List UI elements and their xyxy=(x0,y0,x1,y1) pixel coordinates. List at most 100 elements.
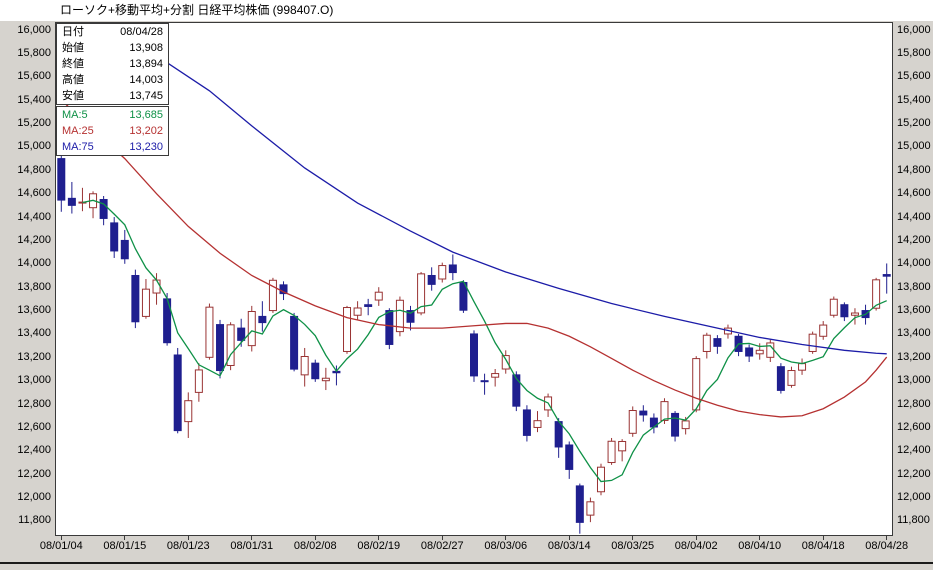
y-axis-label: 12,400 xyxy=(17,444,51,457)
candle xyxy=(618,439,627,462)
candle xyxy=(258,301,267,332)
candle xyxy=(491,369,500,387)
candle xyxy=(649,413,658,434)
y-axis-label: 13,000 xyxy=(897,374,931,387)
y-axis-label: 12,000 xyxy=(897,491,931,504)
candle xyxy=(141,279,150,319)
chart-title: ローソク+移動平均+分割 日経平均株価 (998407.O) xyxy=(0,0,933,21)
candle xyxy=(417,271,426,316)
y-axis-label: 14,600 xyxy=(897,187,931,200)
candle xyxy=(321,367,330,391)
x-axis-tick xyxy=(441,536,443,540)
x-axis-label: 08/01/23 xyxy=(166,540,210,552)
x-axis-tick xyxy=(822,536,824,540)
y-axis-label: 12,400 xyxy=(897,444,931,457)
y-axis-label: 15,400 xyxy=(897,93,931,106)
x-axis-tick xyxy=(632,536,634,540)
y-axis-label: 15,200 xyxy=(897,117,931,130)
candle xyxy=(702,332,711,359)
candle xyxy=(882,263,891,294)
y-axis-label: 12,200 xyxy=(897,467,931,480)
info-label: MA:75 xyxy=(62,141,94,153)
x-axis-label: 08/03/06 xyxy=(484,540,528,552)
candle xyxy=(798,358,807,375)
candle xyxy=(470,330,478,382)
y-axis-label: 12,000 xyxy=(17,491,51,504)
candle xyxy=(628,406,637,437)
y-axis-label: 13,000 xyxy=(17,374,51,387)
y-axis-label: 13,200 xyxy=(897,350,931,363)
ohlc-info-box: 日付 08/04/28 始値 13,908 終値 13,894 高値 14,003 安値 13,7… xyxy=(56,23,169,105)
candle xyxy=(438,262,447,283)
candle xyxy=(819,321,828,340)
x-axis-label: 08/03/25 xyxy=(611,540,655,552)
info-label: 始値 xyxy=(62,42,84,54)
candle xyxy=(395,296,404,337)
x-axis-tick xyxy=(251,536,253,540)
y-axis-label: 13,800 xyxy=(897,280,931,293)
candle xyxy=(226,322,235,371)
y-axis-label: 11,800 xyxy=(897,514,930,527)
info-value: 13,745 xyxy=(129,90,163,102)
y-axis-label: 13,400 xyxy=(897,327,931,340)
candle xyxy=(216,319,225,379)
x-axis-tick xyxy=(60,536,62,540)
candle xyxy=(607,437,616,465)
x-axis-tick xyxy=(695,536,697,540)
candle xyxy=(89,191,98,219)
y-axis-label: 12,800 xyxy=(897,397,931,410)
y-axis-label: 14,200 xyxy=(897,233,931,246)
x-axis-tick xyxy=(759,536,761,540)
y-axis-label: 14,200 xyxy=(17,233,51,246)
y-axis-label: 13,600 xyxy=(17,304,51,317)
candle xyxy=(850,308,859,325)
candle xyxy=(311,359,320,382)
info-row: 高値 14,003 xyxy=(57,72,168,88)
candle xyxy=(131,269,140,329)
y-axis-label: 13,200 xyxy=(17,350,51,363)
candle xyxy=(406,305,415,331)
candle xyxy=(840,302,849,322)
x-axis-tick xyxy=(886,536,888,540)
y-axis-label: 12,200 xyxy=(17,467,51,480)
y-axis-label: 15,800 xyxy=(897,46,931,59)
x-axis-tick xyxy=(124,536,126,540)
y-axis-label: 12,600 xyxy=(17,420,51,433)
candle xyxy=(268,277,277,313)
info-row: MA:25 13,202 xyxy=(57,123,168,139)
x-axis-label: 08/02/27 xyxy=(420,540,464,552)
x-axis-label: 08/01/31 xyxy=(230,540,274,552)
x-axis-tick xyxy=(378,536,380,540)
candle xyxy=(829,296,838,318)
info-row: MA:5 13,685 xyxy=(57,107,168,123)
x-axis-label: 08/02/19 xyxy=(357,540,401,552)
y-axis-label: 14,800 xyxy=(897,163,931,176)
y-axis-label: 14,800 xyxy=(17,163,51,176)
y-axis-label: 15,200 xyxy=(17,117,51,130)
candle xyxy=(120,229,129,264)
info-value: 13,894 xyxy=(129,58,163,70)
info-value: 13,685 xyxy=(129,109,163,121)
x-axis-label: 08/01/04 xyxy=(39,540,83,552)
candle xyxy=(67,181,76,214)
candle xyxy=(364,298,373,316)
candle xyxy=(290,312,299,372)
candle xyxy=(787,366,796,388)
candle xyxy=(745,344,754,362)
y-axis-label: 11,800 xyxy=(18,514,51,527)
candle xyxy=(522,405,531,442)
chart-plot-area xyxy=(55,22,893,536)
x-axis-tick xyxy=(314,536,316,540)
candle xyxy=(385,308,394,350)
y-axis-label: 14,000 xyxy=(897,257,931,270)
y-axis-label: 13,600 xyxy=(897,304,931,317)
info-label: 安値 xyxy=(62,90,84,102)
candle xyxy=(575,483,584,534)
candle xyxy=(194,363,203,402)
candle xyxy=(692,356,701,413)
info-value: 13,202 xyxy=(129,125,163,137)
y-axis-label: 15,000 xyxy=(17,140,51,153)
candle xyxy=(173,347,182,434)
info-row: MA:75 13,230 xyxy=(57,139,168,155)
candle xyxy=(78,187,87,212)
